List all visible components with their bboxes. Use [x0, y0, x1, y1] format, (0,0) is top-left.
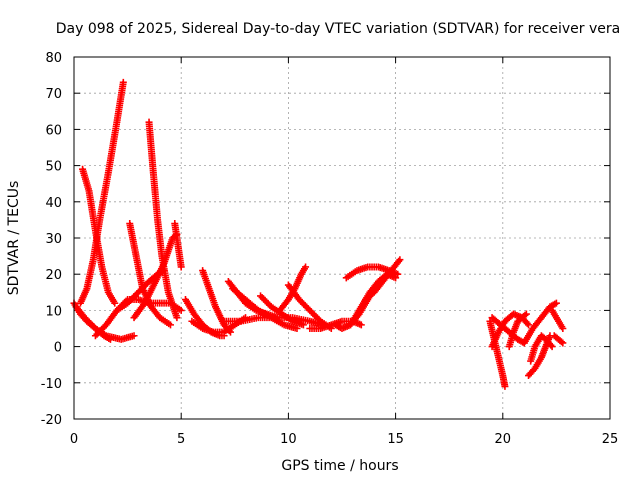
data-point [173, 314, 181, 322]
series-s27 [488, 310, 533, 351]
ticks-layer: 0 5 10 15 20 25 -20 -10 0 10 20 30 40 50 60 70 80 [41, 51, 619, 447]
grid-layer [74, 57, 610, 419]
series-s8 [145, 118, 181, 322]
data-point [559, 339, 567, 347]
y-tick-label: -10 [41, 377, 62, 392]
y-axis-label: SDTVAR / TECUs [6, 181, 22, 296]
data-point [299, 321, 307, 329]
series-s10 [171, 220, 185, 271]
data-point [357, 321, 365, 329]
data-point [522, 310, 530, 318]
series-s24 [362, 256, 404, 304]
x-tick-label: 5 [177, 432, 185, 447]
data-point [177, 263, 185, 271]
y-tick-label: 80 [45, 51, 62, 66]
data-point [521, 311, 529, 319]
series-s9 [113, 267, 168, 314]
x-tick-label: 20 [495, 432, 512, 447]
data-point [177, 306, 185, 314]
data-point [166, 321, 174, 329]
data-point [302, 263, 310, 271]
series-s19 [284, 281, 335, 332]
x-tick-label: 10 [280, 432, 297, 447]
series-s33 [550, 332, 567, 347]
data-point [559, 325, 567, 332]
data-point [111, 299, 119, 307]
data-point [160, 267, 168, 275]
series-s3 [79, 165, 119, 307]
data-point [396, 256, 404, 264]
y-tick-label: 20 [45, 268, 62, 283]
y-tick-label: -20 [41, 413, 62, 428]
x-axis-label: GPS time / hours [281, 458, 398, 474]
data-point [552, 299, 560, 307]
series-s25 [486, 317, 509, 390]
series-s31 [520, 299, 560, 347]
data-point [557, 338, 565, 346]
y-tick-label: 10 [45, 304, 62, 319]
data-point [525, 321, 533, 329]
series-s22 [349, 270, 400, 325]
y-tick-label: 30 [45, 232, 62, 247]
series-s2 [76, 78, 127, 307]
y-tick-label: 0 [54, 341, 62, 356]
data-point [293, 325, 301, 332]
series-s30 [527, 332, 556, 365]
plot-frame [73, 56, 611, 420]
data-point [394, 270, 402, 278]
series-s28 [505, 310, 530, 351]
chart-title: Day 098 of 2025, Sidereal Day-to-day VTE… [56, 21, 620, 37]
data-point [548, 343, 556, 351]
series-s32 [548, 306, 567, 332]
y-tick-label: 50 [45, 160, 62, 175]
data-marks [70, 78, 567, 390]
x-tick-label: 15 [387, 432, 404, 447]
data-point [130, 332, 138, 340]
y-tick-label: 40 [45, 196, 62, 211]
data-point [501, 382, 509, 390]
data-point [547, 341, 555, 349]
data-point [523, 319, 531, 327]
y-tick-label: 60 [45, 123, 62, 138]
x-tick-label: 0 [70, 432, 78, 447]
data-point [119, 78, 127, 86]
y-tick-label: 70 [45, 87, 62, 102]
x-tick-label: 25 [602, 432, 619, 447]
